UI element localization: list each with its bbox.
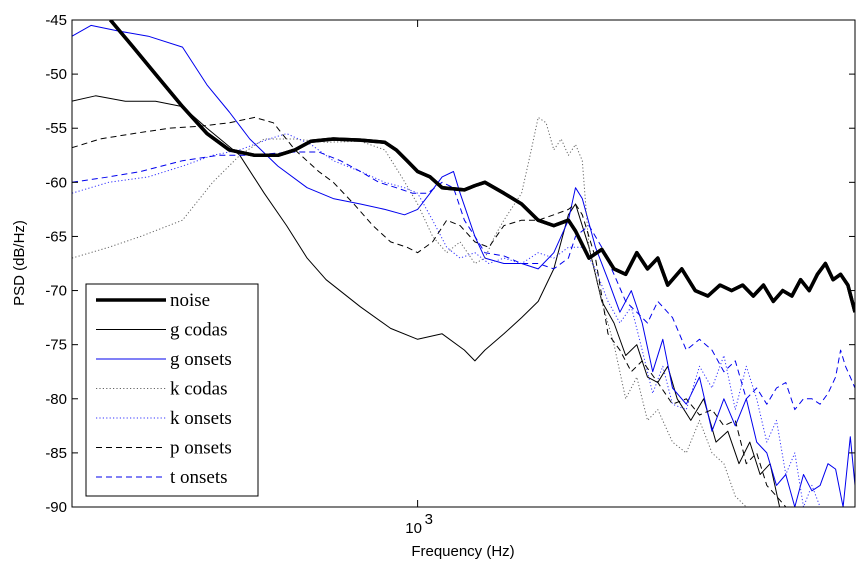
- y-tick-label: -45: [45, 12, 67, 29]
- legend-label-3: k codas: [170, 379, 228, 400]
- y-tick-label: -70: [45, 283, 67, 300]
- legend-label-1: g codas: [170, 320, 228, 341]
- legend: noise g codas g onsets k codas k onsets p ons…: [86, 284, 258, 496]
- x-axis-title: Frequency (Hz): [411, 543, 514, 560]
- y-tick-label: -60: [45, 174, 67, 191]
- legend-label-0: noise: [170, 290, 210, 311]
- y-tick-label: -65: [45, 228, 67, 245]
- y-tick-label: -55: [45, 120, 67, 137]
- legend-label-6: t onsets: [170, 467, 228, 488]
- y-tick-label: -75: [45, 337, 67, 354]
- legend-label-2: g onsets: [170, 349, 232, 370]
- legend-label-5: p onsets: [170, 438, 232, 459]
- legend-label-4: k onsets: [170, 408, 232, 429]
- y-tick-label: -85: [45, 445, 67, 462]
- x-tick-label-base: 10: [405, 520, 422, 537]
- y-tick-label: -90: [45, 499, 67, 516]
- y-tick-label: -80: [45, 391, 67, 408]
- x-tick-label-exponent: 3: [425, 511, 433, 528]
- y-axis-title: PSD (dB/Hz): [11, 220, 28, 306]
- y-tick-label: -50: [45, 66, 67, 83]
